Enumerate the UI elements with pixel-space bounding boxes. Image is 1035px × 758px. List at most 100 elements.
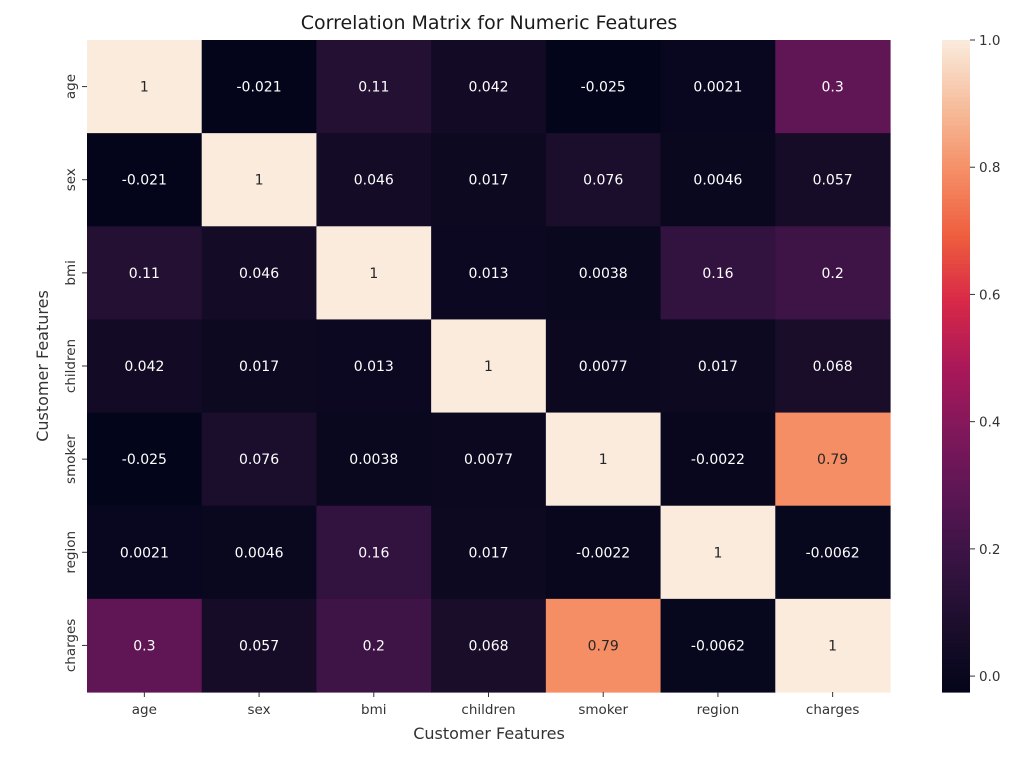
cell-annotation-children-sex: 0.017 <box>239 359 279 375</box>
heatmap-cell-age-charges <box>775 40 891 134</box>
colorbar-segment <box>942 561 970 567</box>
heatmap-cell-children-sex <box>201 319 318 414</box>
cell-annotation-bmi-sex: 0.046 <box>239 266 279 282</box>
colorbar-segment <box>942 577 970 583</box>
heatmap-cell-sex-sex <box>201 133 318 227</box>
chart-title: Correlation Matrix for Numeric Features <box>301 12 678 34</box>
colorbar-tick-label: 0.2 <box>979 542 1000 558</box>
heatmap-cell-smoker-region <box>660 412 776 507</box>
heatmap-cell-region-charges <box>775 505 891 600</box>
colorbar-segment <box>942 276 970 282</box>
y-tick-label-region: region <box>63 531 79 574</box>
cell-annotation-smoker-age: -0.025 <box>122 452 167 468</box>
colorbar-segment <box>942 227 970 233</box>
heatmap-cell-children-age <box>87 319 203 414</box>
cell-annotation-sex-bmi: 0.046 <box>354 173 394 189</box>
colorbar-segment <box>942 68 970 74</box>
colorbar-segment <box>942 512 970 518</box>
colorbar-segment <box>942 268 970 273</box>
colorbar-segment <box>942 459 970 465</box>
colorbar-segment <box>942 247 970 253</box>
cell-annotation-smoker-sex: 0.076 <box>239 452 279 468</box>
cell-annotation-age-age: 1 <box>140 80 149 96</box>
cell-annotation-smoker-children: 0.0077 <box>464 452 513 468</box>
cell-annotation-age-sex: -0.021 <box>236 80 281 96</box>
cell-annotation-charges-region: -0.0062 <box>691 638 745 654</box>
cell-annotation-region-children: 0.017 <box>468 545 508 561</box>
heatmap-cell-charges-sex <box>201 598 318 693</box>
colorbar-segment <box>942 345 970 351</box>
colorbar-segment <box>942 333 970 339</box>
heatmap-cell-region-smoker <box>545 505 662 600</box>
colorbar-segment <box>942 630 970 636</box>
colorbar-segment <box>942 651 970 656</box>
colorbar-segment <box>942 264 970 269</box>
colorbar-segment <box>942 447 970 453</box>
cell-annotation-children-children: 1 <box>484 359 493 375</box>
colorbar-segment <box>942 154 970 159</box>
y-axis-title: Customer Features <box>33 290 52 442</box>
colorbar-segment <box>942 675 970 681</box>
colorbar-segment <box>942 553 970 559</box>
x-tick-label-bmi: bmi <box>361 702 386 718</box>
colorbar-segment <box>942 390 970 396</box>
colorbar-segment <box>942 329 970 334</box>
heatmap-cell-sex-children <box>431 133 547 227</box>
heatmap-cell-charges-charges <box>775 598 891 693</box>
x-axis-title: Customer Features <box>413 724 565 743</box>
heatmap-cell-bmi-sex <box>201 226 318 321</box>
colorbar-segment <box>942 300 970 306</box>
colorbar-segment <box>942 410 970 416</box>
colorbar-segment <box>942 321 970 326</box>
cell-annotation-children-region: 0.017 <box>698 359 738 375</box>
colorbar-segment <box>942 341 970 347</box>
colorbar-segment <box>942 198 970 204</box>
colorbar-segment <box>942 292 970 298</box>
heatmap-cell-age-bmi <box>316 40 432 134</box>
heatmap-cell-sex-smoker <box>545 133 662 227</box>
cell-annotation-region-smoker: -0.0022 <box>576 545 630 561</box>
colorbar-segment <box>942 231 970 237</box>
heatmap-cell-smoker-sex <box>201 412 318 507</box>
colorbar-segment <box>942 431 970 436</box>
heatmap-cell-charges-region <box>660 598 776 693</box>
cell-annotation-charges-children: 0.068 <box>468 638 508 654</box>
colorbar-segment <box>942 361 970 367</box>
colorbar-segment <box>942 84 970 90</box>
cell-annotation-children-smoker: 0.0077 <box>579 359 628 375</box>
cell-annotation-region-charges: -0.0062 <box>806 545 860 561</box>
x-tick-label-charges: charges <box>806 702 859 718</box>
colorbar-segment <box>942 97 970 102</box>
heatmap-cell-sex-region <box>660 133 776 227</box>
heatmap-cell-age-children <box>431 40 547 134</box>
cell-annotation-children-age: 0.042 <box>124 359 164 375</box>
y-tick-label-children: children <box>63 339 79 393</box>
colorbar-segment <box>942 492 970 497</box>
cell-annotation-charges-bmi: 0.2 <box>363 638 385 654</box>
colorbar-segment <box>942 581 970 587</box>
colorbar-segment <box>942 72 970 78</box>
colorbar-segment <box>942 235 970 241</box>
cell-annotation-smoker-region: -0.0022 <box>691 452 745 468</box>
heatmap-cell-sex-bmi <box>316 133 432 227</box>
cell-annotation-bmi-region: 0.16 <box>702 266 733 282</box>
colorbar-segment <box>942 569 970 575</box>
colorbar-segment <box>942 255 970 261</box>
cell-annotation-sex-age: -0.021 <box>122 173 167 189</box>
cell-annotation-region-sex: 0.0046 <box>235 545 284 561</box>
colorbar-segment <box>942 614 970 620</box>
heatmap-cell-age-region <box>660 40 776 134</box>
y-tick-label-age: age <box>63 74 79 99</box>
colorbar-segment <box>942 194 970 200</box>
colorbar-segment <box>942 687 970 693</box>
cell-annotation-age-bmi: 0.11 <box>358 80 389 96</box>
colorbar-segment <box>942 374 970 379</box>
colorbar-segment <box>942 40 970 45</box>
colorbar-segment <box>942 325 970 330</box>
colorbar-segment <box>942 504 970 510</box>
colorbar-segment <box>942 545 970 550</box>
heatmap-cell-smoker-smoker <box>545 412 662 507</box>
heatmap-cell-bmi-smoker <box>545 226 662 321</box>
colorbar-segment <box>942 382 970 387</box>
heatmap-cell-smoker-children <box>431 412 547 507</box>
